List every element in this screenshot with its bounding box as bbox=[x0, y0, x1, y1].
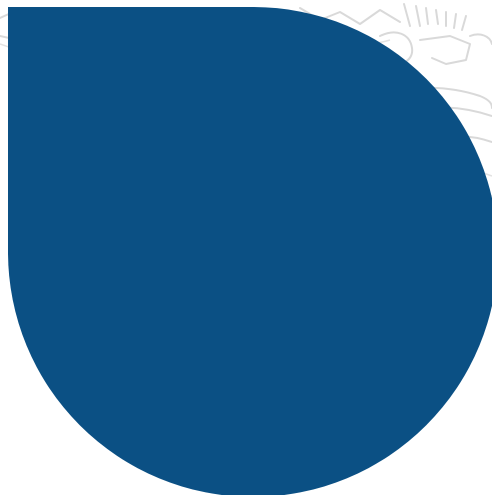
watermark-glyph bbox=[469, 33, 492, 45]
teardrop-path bbox=[8, 7, 492, 495]
watermark-glyph bbox=[403, 3, 467, 31]
teardrop-shape bbox=[8, 7, 492, 495]
watermark-glyph bbox=[419, 35, 471, 65]
